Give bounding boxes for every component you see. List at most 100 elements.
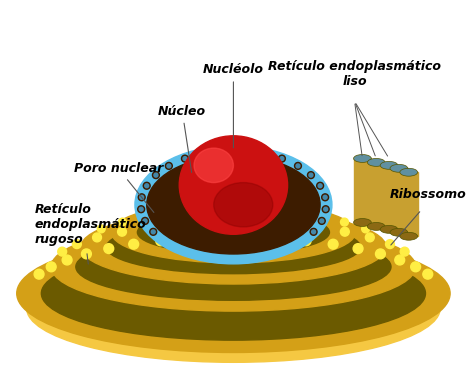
Circle shape [82,249,91,259]
Circle shape [150,228,157,235]
Circle shape [165,162,173,169]
Circle shape [280,157,284,161]
Circle shape [214,232,224,242]
Ellipse shape [135,146,332,264]
Ellipse shape [111,202,356,263]
Circle shape [178,220,187,229]
Circle shape [323,196,327,199]
Ellipse shape [400,168,418,176]
Circle shape [182,155,188,162]
Circle shape [317,182,324,189]
Circle shape [92,233,101,242]
Circle shape [410,262,420,272]
Circle shape [423,269,433,279]
Circle shape [280,220,289,229]
Ellipse shape [390,228,408,236]
Circle shape [243,232,253,242]
Circle shape [319,217,325,224]
Ellipse shape [51,223,416,311]
Circle shape [138,194,145,201]
Polygon shape [400,172,418,236]
Circle shape [296,164,300,168]
Ellipse shape [367,223,385,230]
Circle shape [320,219,324,223]
Ellipse shape [214,183,273,227]
Circle shape [385,240,394,249]
Text: Núcleo: Núcleo [158,105,206,173]
Circle shape [146,223,155,232]
Circle shape [322,194,328,201]
Circle shape [143,182,150,189]
Polygon shape [367,162,385,226]
Ellipse shape [27,254,440,362]
Circle shape [58,247,67,256]
Circle shape [353,244,363,253]
Circle shape [139,207,143,211]
Circle shape [309,173,313,177]
Circle shape [140,196,144,199]
Circle shape [177,209,185,217]
Circle shape [246,218,255,227]
Circle shape [328,239,338,249]
Ellipse shape [390,164,408,172]
Circle shape [294,162,301,169]
Ellipse shape [354,155,371,162]
Ellipse shape [179,136,288,234]
Text: Nucléolo: Nucléolo [203,63,264,148]
Circle shape [282,209,290,217]
Ellipse shape [41,247,426,340]
Circle shape [104,244,114,253]
Text: Poro nuclear: Poro nuclear [73,162,163,212]
Ellipse shape [354,218,371,226]
Ellipse shape [81,210,386,284]
Circle shape [247,207,255,215]
Circle shape [221,149,225,153]
Circle shape [34,269,44,279]
Circle shape [340,218,348,226]
Circle shape [395,255,405,265]
Polygon shape [380,165,398,229]
Circle shape [146,213,154,221]
Circle shape [201,152,205,156]
Circle shape [97,225,105,233]
Circle shape [151,230,155,234]
Circle shape [242,149,246,153]
Circle shape [262,152,265,156]
Ellipse shape [17,234,450,352]
Ellipse shape [380,161,398,169]
Circle shape [365,233,374,242]
Circle shape [118,227,127,236]
Circle shape [212,207,219,215]
Circle shape [167,164,171,168]
Circle shape [362,225,370,233]
Circle shape [313,213,321,221]
Text: Retículo
endoplasmático
rugoso: Retículo endoplasmático rugoso [35,203,146,246]
Circle shape [324,207,328,211]
Circle shape [156,236,165,246]
Polygon shape [354,158,371,223]
Circle shape [273,233,283,244]
Circle shape [310,228,317,235]
Circle shape [143,219,147,223]
Ellipse shape [380,226,398,233]
Circle shape [301,236,311,246]
Circle shape [400,247,409,256]
Circle shape [62,255,72,265]
Circle shape [375,249,385,259]
Circle shape [220,147,227,155]
Polygon shape [390,168,408,232]
Text: Retículo endoplasmático
liso: Retículo endoplasmático liso [268,60,441,88]
Circle shape [142,217,148,224]
Circle shape [73,240,82,249]
Text: Ribossomo: Ribossomo [390,188,467,202]
Circle shape [145,184,149,188]
Circle shape [46,262,56,272]
Circle shape [154,173,158,177]
Circle shape [212,218,221,227]
Circle shape [311,230,316,234]
Circle shape [240,147,247,155]
Circle shape [278,155,285,162]
Ellipse shape [147,156,320,254]
Ellipse shape [76,233,391,300]
Circle shape [200,150,207,157]
